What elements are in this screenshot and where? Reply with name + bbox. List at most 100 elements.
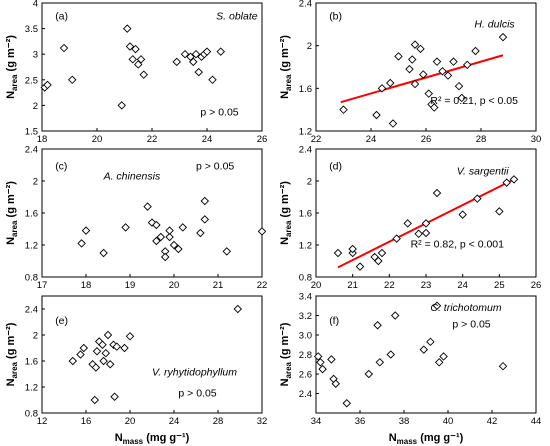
x-tick-label: 12 — [37, 416, 48, 427]
data-point — [373, 321, 382, 330]
y-tick-label: 1.2 — [25, 241, 38, 252]
panel-1: 18 20 22 24 26 1.5 2 2.5 3 3.5 4 Narea (g m⁻²) (a) S.… — [5, 0, 267, 145]
species-label: S. oblate — [216, 11, 258, 23]
panel-3: 17 18 19 20 21 22 0.8 1.2 1.6 2 2.4 Narea (g m⁻²) (c… — [5, 145, 267, 292]
panel-label: (d) — [329, 160, 342, 172]
y-tick-label: 1.6 — [25, 357, 38, 368]
data-point — [208, 75, 217, 85]
y-tick-label: 2 — [33, 177, 38, 188]
y-tick-label: 0.8 — [25, 409, 38, 420]
species-label: A. chinensis — [103, 171, 161, 183]
regression-line — [340, 54, 504, 104]
y-tick-label: 2 — [307, 177, 312, 188]
data-point — [120, 343, 129, 353]
data-point — [364, 369, 374, 379]
panel-label: (b) — [329, 11, 342, 23]
data-point — [125, 332, 135, 341]
data-point — [156, 232, 166, 242]
data-point — [99, 356, 108, 366]
x-tick-label: 16 — [81, 416, 92, 427]
x-tick-label: 24 — [457, 280, 468, 291]
x-tick-label: 22 — [147, 134, 158, 145]
panel-label: (f) — [329, 315, 339, 327]
x-tick-label: 24 — [366, 134, 377, 145]
data-point — [421, 219, 431, 228]
data-point — [394, 52, 403, 61]
data-point — [79, 343, 89, 353]
data-point — [403, 219, 412, 228]
x-tick-label: 18 — [37, 134, 48, 145]
y-tick-label: 2.4 — [299, 145, 312, 156]
data-point — [434, 358, 444, 367]
data-point — [200, 215, 210, 224]
data-point — [386, 350, 396, 359]
data-point — [419, 70, 428, 79]
data-point — [178, 223, 188, 232]
data-point — [416, 44, 425, 54]
data-point — [200, 196, 210, 206]
x-tick-label: 38 — [399, 416, 410, 427]
data-point — [495, 207, 504, 216]
data-point — [99, 248, 108, 258]
species-label: V. ryhytidophyllum — [152, 367, 237, 379]
y-tick-label: 2.6 — [299, 370, 312, 381]
x-tick-label: 21 — [213, 280, 224, 291]
data-point — [374, 256, 383, 266]
data-point — [165, 232, 174, 242]
x-tick-label: 21 — [347, 280, 358, 291]
panel-2: 22 24 26 28 30 1.2 1.6 2 2.4 Narea (g m⁻²) (b) H. d… — [279, 0, 541, 145]
species-label: V. sargentii — [457, 166, 509, 178]
data-point — [405, 64, 414, 74]
data-point — [165, 226, 174, 235]
data-point — [410, 79, 420, 89]
x-tick-label: 28 — [476, 134, 487, 145]
x-tick-label: 40 — [443, 416, 454, 427]
stat-annotation: R² = 0.82, p < 0.001 — [411, 239, 505, 251]
x-tick-label: 32 — [257, 416, 268, 427]
data-point — [449, 57, 458, 66]
x-axis-label: Nmass (mg g⁻¹) — [115, 432, 190, 446]
data-point — [134, 60, 143, 69]
y-tick-label: 0.8 — [299, 273, 312, 284]
stat-annotation: p > 0.05 — [196, 160, 234, 172]
data-point — [131, 44, 140, 54]
panel-4: 20 21 22 23 24 25 26 0.8 1.2 1.6 2 2.4 Narea (g m⁻²)… — [279, 145, 541, 292]
data-point — [454, 81, 464, 91]
data-point — [101, 348, 111, 358]
x-tick-label: 22 — [311, 134, 322, 145]
data-point — [498, 32, 508, 42]
data-point — [194, 67, 203, 77]
data-point — [98, 340, 107, 349]
x-tick-label: 20 — [125, 416, 136, 427]
y-tick-label: 3.0 — [299, 331, 312, 342]
data-point — [421, 228, 431, 238]
data-point — [419, 345, 429, 354]
y-tick-label: 2 — [33, 331, 38, 342]
data-point — [498, 361, 508, 371]
species-label: H. dulcis — [474, 18, 515, 30]
data-point — [196, 228, 205, 238]
data-point — [112, 342, 122, 351]
stat-annotation: p > 0.05 — [178, 388, 216, 400]
panel-label: (a) — [55, 11, 68, 23]
data-point — [202, 47, 212, 56]
x-axis-label: Nmass (mg g⁻¹) — [389, 432, 464, 446]
data-point — [426, 337, 435, 347]
y-axis-label: Narea (g m⁻²) — [279, 35, 293, 99]
data-point — [233, 304, 243, 314]
data-point — [174, 244, 183, 254]
data-point — [432, 188, 442, 198]
data-point — [432, 301, 442, 310]
data-point — [189, 57, 198, 67]
x-tick-label: 28 — [213, 416, 224, 427]
data-point — [430, 103, 439, 112]
y-tick-label: 1.6 — [25, 209, 38, 220]
x-tick-label: 24 — [202, 134, 213, 145]
y-tick-label: 4 — [33, 0, 38, 10]
data-point — [458, 210, 467, 219]
x-tick-label: 17 — [37, 280, 48, 291]
x-tick-label: 34 — [311, 416, 322, 427]
x-tick-label: 19 — [125, 280, 136, 291]
y-tick-label: 2.4 — [25, 305, 38, 316]
data-point — [222, 247, 232, 256]
